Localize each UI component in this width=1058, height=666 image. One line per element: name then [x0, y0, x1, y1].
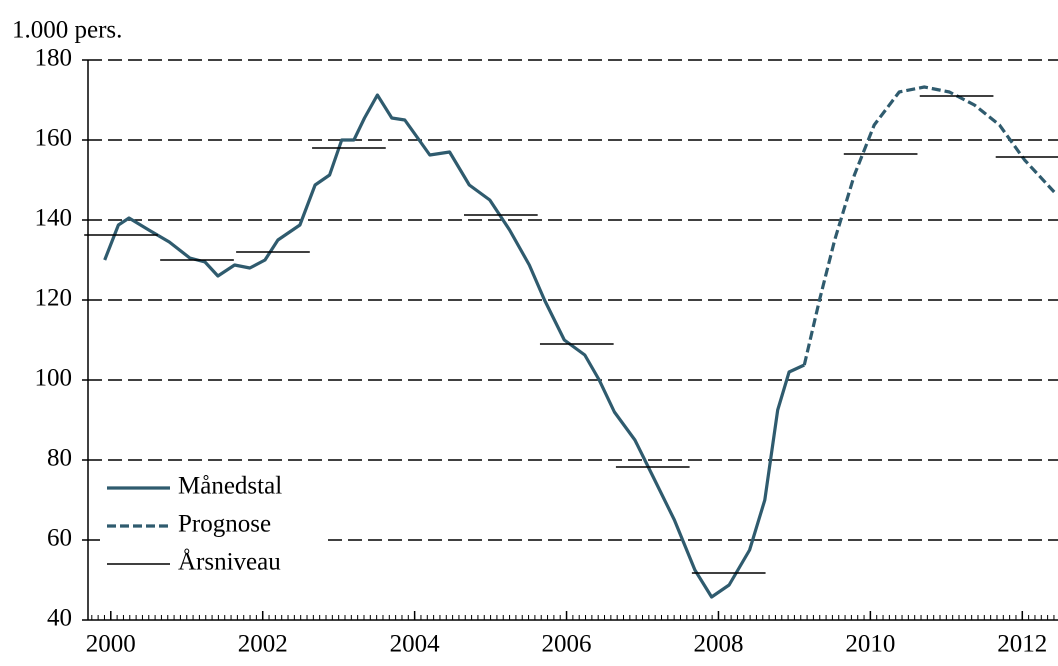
- data-line: [103, 93, 805, 599]
- x-tick-label: 2002: [238, 631, 288, 658]
- legend-label: Månedstal: [178, 473, 282, 500]
- y-tick-label: 140: [35, 205, 73, 232]
- x-tick-label: 2008: [693, 631, 743, 658]
- y-tick-label: 120: [35, 285, 73, 312]
- y-tick-label: 80: [47, 445, 72, 472]
- x-tick-label: 2010: [845, 631, 895, 658]
- y-tick-label: 100: [35, 365, 73, 392]
- y-tick-label: 60: [47, 525, 72, 552]
- legend-label: Årsniveau: [178, 549, 281, 576]
- y-tick-label: 160: [35, 125, 73, 152]
- legend: Månedstal Prognose Årsniveau: [100, 466, 325, 582]
- y-tick-label: 180: [35, 45, 73, 72]
- x-tick-label: 2006: [542, 631, 592, 658]
- data-line: [802, 85, 1056, 366]
- legend-box: [100, 466, 325, 582]
- legend-label: Prognose: [178, 511, 271, 538]
- x-tick-label: 2000: [86, 631, 136, 658]
- y-tick-label: 40: [47, 605, 72, 632]
- y-axis-label: 1.000 pers.: [12, 17, 122, 44]
- x-tick-label: 2004: [390, 631, 441, 658]
- x-tick-label: 2012: [997, 631, 1047, 658]
